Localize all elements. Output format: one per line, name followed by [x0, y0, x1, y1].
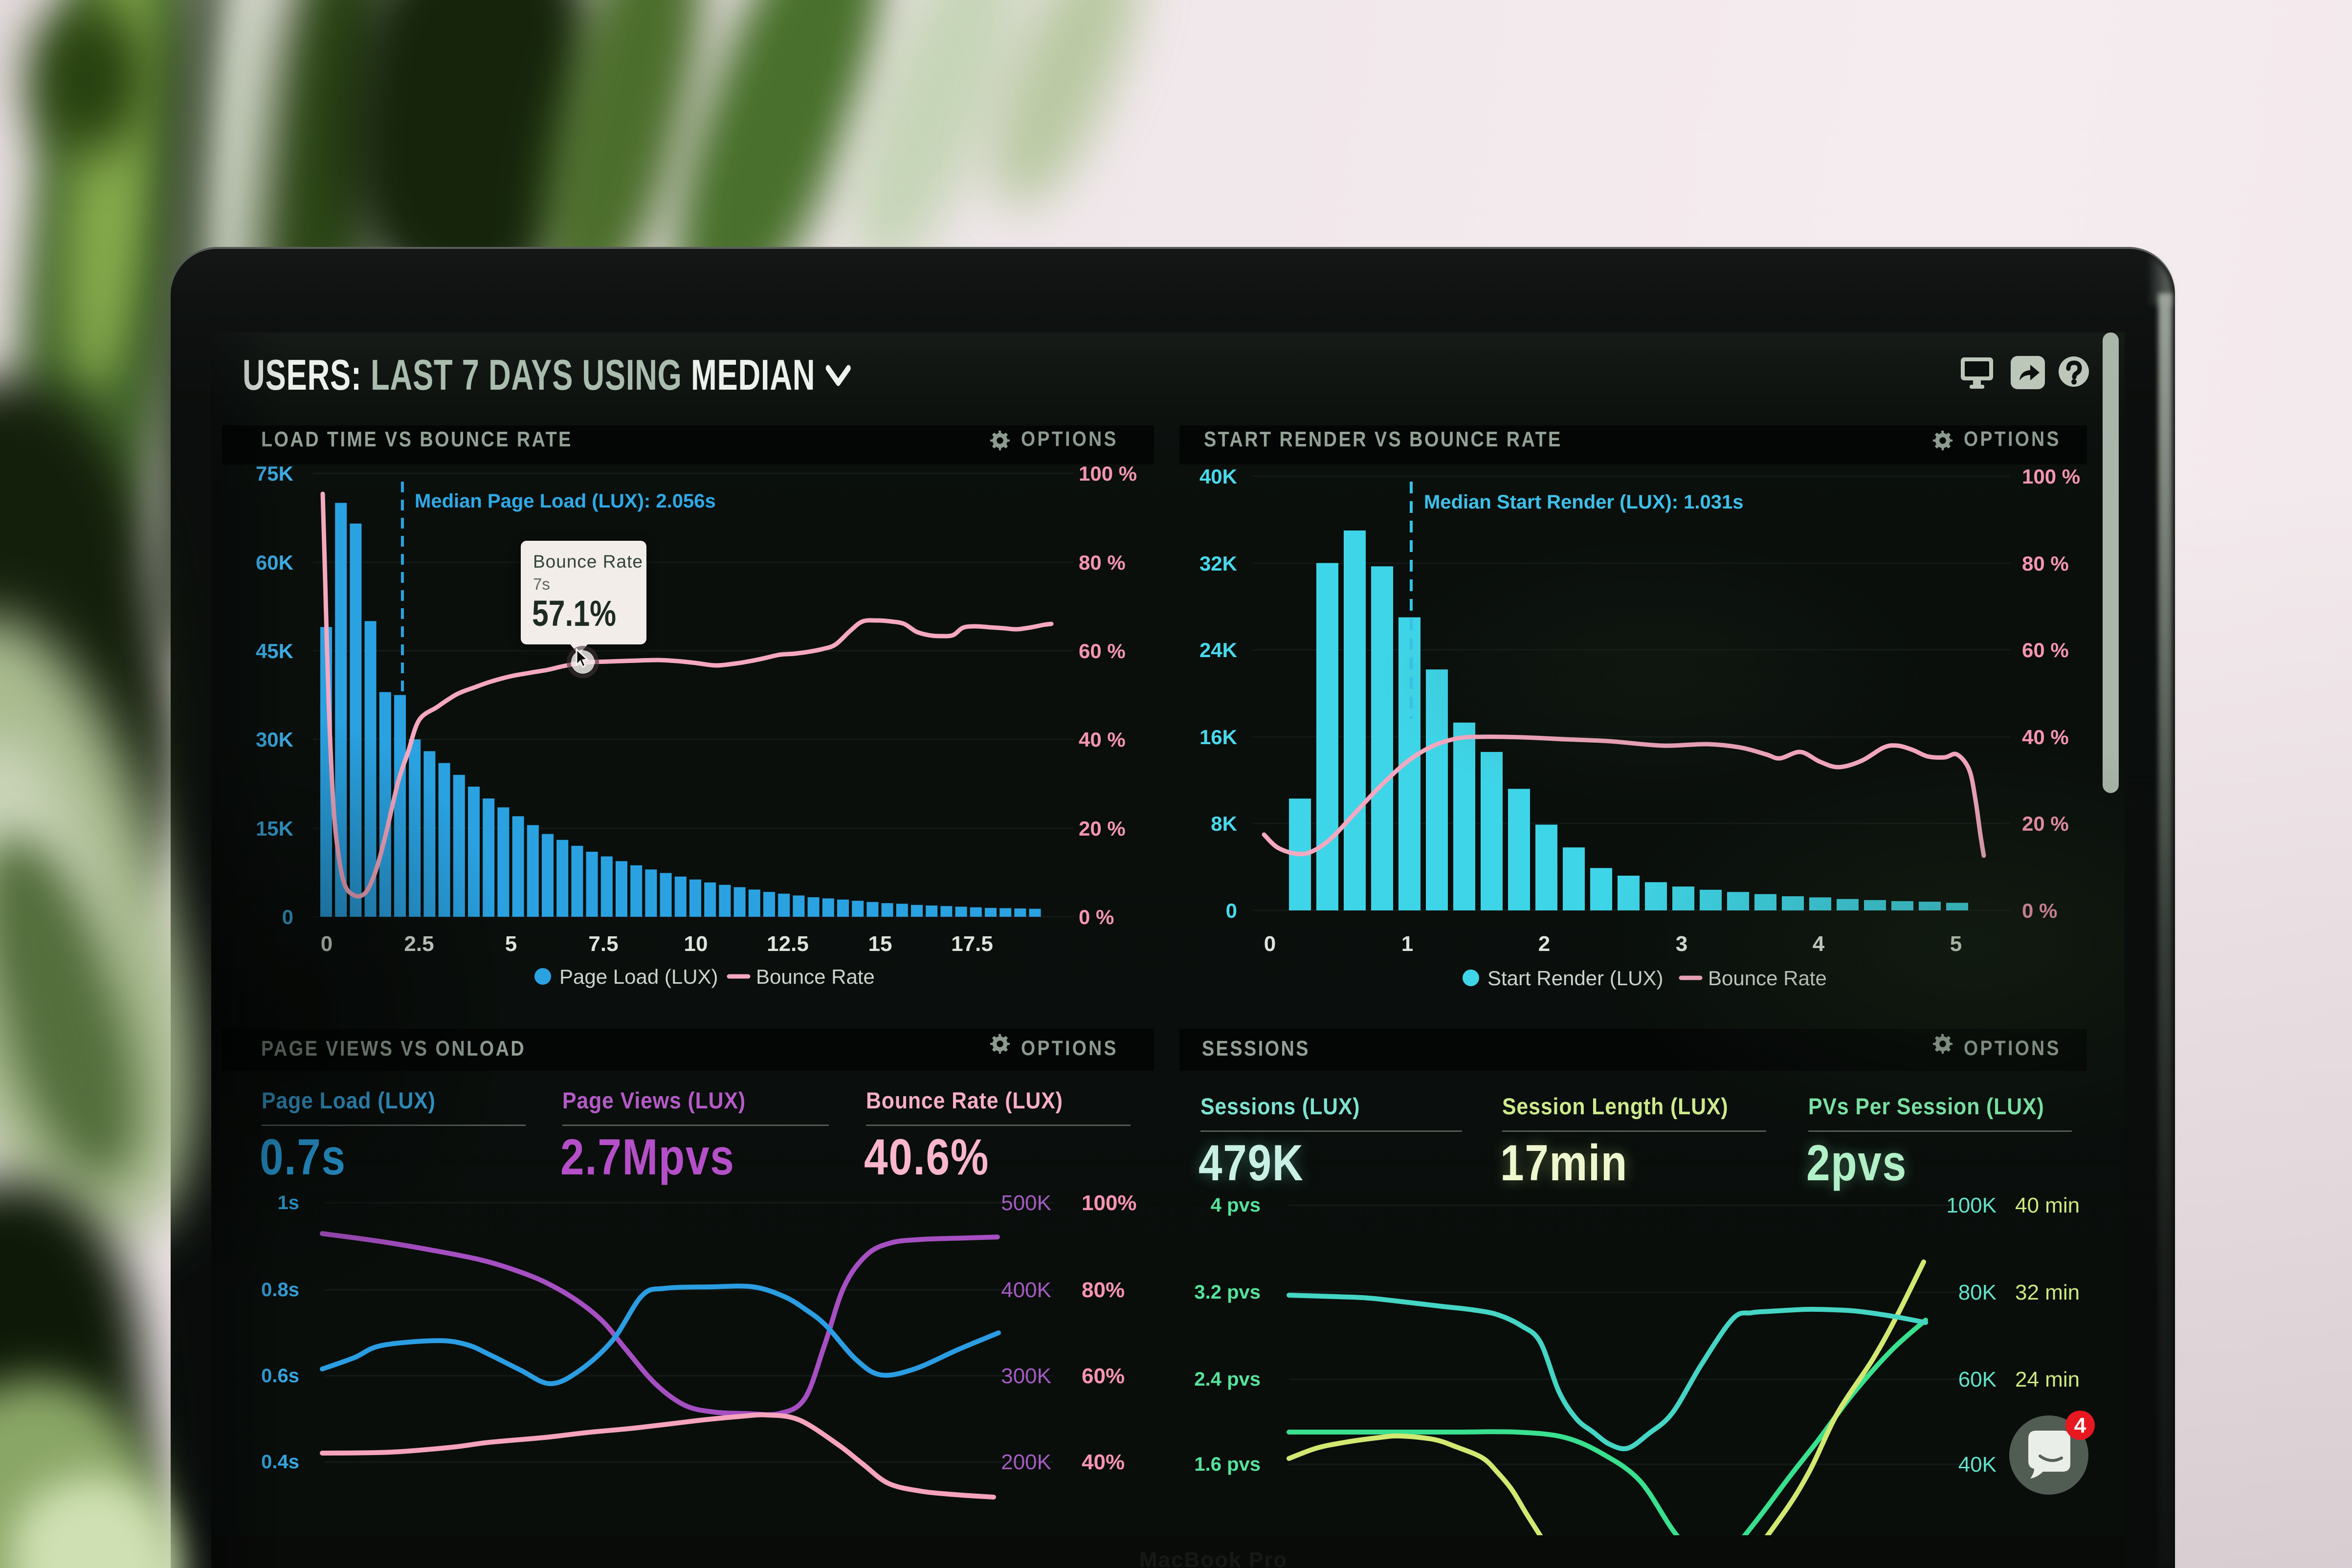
svg-text:15K: 15K: [256, 817, 293, 840]
svg-text:17.5: 17.5: [951, 932, 993, 956]
svg-text:60K: 60K: [1958, 1368, 1997, 1391]
svg-text:40K: 40K: [1199, 465, 1237, 488]
svg-text:60K: 60K: [256, 551, 293, 574]
svg-text:8K: 8K: [1211, 812, 1237, 835]
svg-text:500K: 500K: [1001, 1191, 1051, 1215]
svg-text:3: 3: [1676, 932, 1687, 956]
svg-text:0.8s: 0.8s: [261, 1279, 299, 1301]
svg-text:Start Render (LUX): Start Render (LUX): [1487, 967, 1663, 990]
svg-text:1.6 pvs: 1.6 pvs: [1194, 1454, 1261, 1475]
svg-text:40 %: 40 %: [2022, 726, 2069, 749]
svg-text:10: 10: [684, 932, 708, 956]
svg-text:100K: 100K: [1946, 1193, 1997, 1217]
svg-text:4: 4: [1813, 932, 1825, 956]
svg-text:32 min: 32 min: [2015, 1281, 2080, 1304]
svg-text:Bounce Rate: Bounce Rate: [1708, 967, 1827, 990]
svg-text:12.5: 12.5: [767, 932, 809, 956]
svg-text:80 %: 80 %: [1079, 551, 1126, 574]
svg-text:0.6s: 0.6s: [261, 1365, 299, 1387]
svg-text:40%: 40%: [1082, 1450, 1125, 1474]
svg-text:100 %: 100 %: [2022, 465, 2080, 488]
svg-text:Median Page Load (LUX): 2.056s: Median Page Load (LUX): 2.056s: [415, 490, 716, 512]
svg-text:1: 1: [1401, 932, 1413, 956]
svg-text:4 pvs: 4 pvs: [1211, 1194, 1261, 1216]
svg-text:300K: 300K: [1001, 1364, 1051, 1388]
svg-text:Median Start Render (LUX): 1.0: Median Start Render (LUX): 1.031s: [1424, 491, 1744, 513]
svg-text:Bounce Rate: Bounce Rate: [756, 965, 875, 988]
svg-text:0: 0: [1226, 899, 1237, 922]
svg-text:40 %: 40 %: [1079, 728, 1126, 751]
svg-text:5: 5: [1950, 932, 1962, 956]
svg-text:60 %: 60 %: [2022, 639, 2069, 662]
svg-text:60%: 60%: [1082, 1364, 1125, 1388]
svg-text:0 %: 0 %: [2022, 899, 2057, 922]
svg-text:75K: 75K: [256, 464, 293, 485]
svg-text:20 %: 20 %: [1079, 817, 1126, 840]
svg-text:200K: 200K: [1001, 1450, 1051, 1474]
svg-text:0: 0: [1264, 932, 1276, 956]
svg-text:0: 0: [282, 905, 293, 928]
svg-text:3.2 pvs: 3.2 pvs: [1194, 1281, 1261, 1303]
svg-text:80%: 80%: [1082, 1278, 1125, 1302]
svg-text:16K: 16K: [1199, 726, 1237, 749]
svg-text:100 %: 100 %: [1079, 464, 1137, 485]
svg-text:45K: 45K: [256, 640, 293, 663]
svg-text:30K: 30K: [256, 728, 293, 751]
svg-text:40K: 40K: [1958, 1453, 1997, 1477]
svg-text:2: 2: [1538, 932, 1550, 956]
svg-text:32K: 32K: [1199, 552, 1237, 575]
svg-text:2.5: 2.5: [404, 932, 434, 956]
svg-text:20 %: 20 %: [2022, 812, 2069, 835]
svg-text:24K: 24K: [1199, 639, 1237, 662]
svg-text:7.5: 7.5: [588, 932, 618, 956]
svg-text:Page Load (LUX): Page Load (LUX): [559, 965, 718, 988]
svg-text:100%: 100%: [1082, 1191, 1137, 1215]
svg-text:1s: 1s: [278, 1192, 300, 1214]
svg-text:80K: 80K: [1958, 1281, 1997, 1304]
svg-text:0.4s: 0.4s: [261, 1451, 299, 1473]
svg-text:4: 4: [2074, 1413, 2086, 1437]
svg-text:5: 5: [505, 932, 517, 956]
svg-text:400K: 400K: [1001, 1278, 1051, 1302]
svg-text:2.4 pvs: 2.4 pvs: [1194, 1369, 1261, 1390]
svg-text:24 min: 24 min: [2015, 1368, 2080, 1391]
svg-text:60 %: 60 %: [1079, 640, 1126, 663]
svg-text:80 %: 80 %: [2022, 552, 2069, 575]
svg-text:0 %: 0 %: [1079, 905, 1114, 928]
svg-text:40 min: 40 min: [2015, 1193, 2080, 1217]
svg-text:15: 15: [868, 932, 892, 956]
svg-text:0: 0: [321, 932, 333, 956]
